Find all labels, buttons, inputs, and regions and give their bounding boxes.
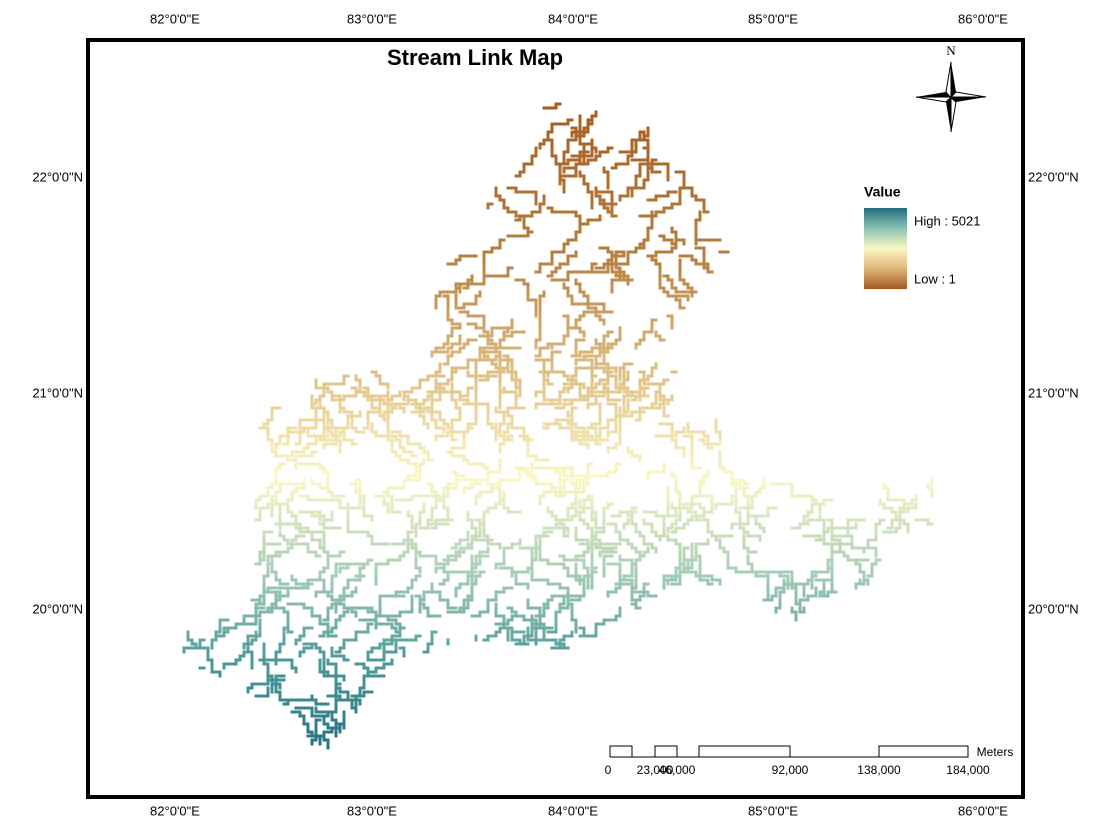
scale-unit: Meters (977, 745, 1014, 759)
scale-label: 138,000 (857, 763, 901, 777)
map-title: Stream Link Map (387, 45, 563, 70)
graticule-label: 85°0'0"E (748, 803, 798, 818)
graticule-label: 82°0'0"E (150, 803, 200, 818)
graticule-label: 85°0'0"E (748, 11, 798, 26)
graticule-label: 86°0'0"E (958, 803, 1008, 818)
graticule-label: 86°0'0"E (958, 11, 1008, 26)
scale-label: 92,000 (772, 763, 809, 777)
graticule-label: 20°0'0"N (1028, 601, 1079, 616)
graticule-label: 82°0'0"E (150, 11, 200, 26)
scale-label: 0 (605, 763, 612, 777)
legend-low: Low : 1 (914, 271, 956, 286)
map-page: Stream Link Map N Value High : 5021 Low … (0, 0, 1105, 828)
graticule-label: 20°0'0"N (32, 601, 83, 616)
graticule-label: 21°0'0"N (32, 385, 83, 400)
legend-ramp (864, 208, 907, 289)
graticule-label: 21°0'0"N (1028, 385, 1079, 400)
graticule-label: 84°0'0"E (548, 803, 598, 818)
map: Stream Link Map N Value High : 5021 Low … (0, 0, 1105, 828)
graticule-label: 84°0'0"E (548, 11, 598, 26)
north-label: N (946, 43, 956, 58)
legend-high: High : 5021 (914, 213, 981, 228)
graticule-label: 83°0'0"E (347, 803, 397, 818)
graticule-label: 22°0'0"N (1028, 169, 1079, 184)
graticule-label: 83°0'0"E (347, 11, 397, 26)
scale-label: 184,000 (946, 763, 990, 777)
scale-label: 46,000 (659, 763, 696, 777)
legend-title: Value (864, 184, 901, 200)
graticule-label: 22°0'0"N (32, 169, 83, 184)
